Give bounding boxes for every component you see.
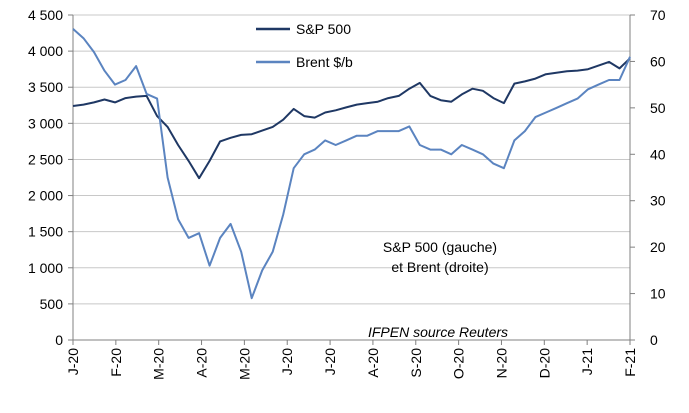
right-tick-label: 40	[650, 146, 666, 162]
x-tick-label: N-20	[493, 348, 509, 379]
right-tick-label: 30	[650, 193, 666, 209]
right-tick-label: 60	[650, 53, 666, 69]
right-axis-ticks: 0 10 20 30 40 50 60 70	[630, 7, 666, 348]
x-tick-label: J-20	[65, 348, 81, 375]
axes	[72, 15, 631, 341]
brent-line	[72, 28, 631, 300]
left-tick-label: 2 000	[28, 188, 63, 204]
chart-annotation: S&P 500 (gauche) et Brent (droite) IFPEN s…	[368, 239, 508, 340]
left-tick-label: 4 500	[28, 7, 63, 23]
left-tick-label: 1 500	[28, 224, 63, 240]
annotation-line: et Brent (droite)	[391, 259, 488, 275]
x-tick-label: M-20	[151, 348, 167, 380]
x-tick-label: O-20	[451, 348, 467, 379]
source-label: IFPEN source Reuters	[368, 324, 508, 340]
x-tick-label: F-21	[622, 348, 638, 377]
x-tick-label: A-20	[365, 348, 381, 378]
x-tick-label: S-20	[408, 348, 424, 378]
x-tick-label: D-20	[536, 348, 552, 379]
left-axis-ticks: 0 500 1 000 1 500 2 000 2 500 3 000 3 500 4 000 4…	[28, 7, 73, 348]
left-tick-label: 500	[40, 296, 64, 312]
x-tick-label: M-20	[236, 348, 252, 380]
series-lines	[72, 28, 631, 300]
annotation-line: S&P 500 (gauche)	[383, 239, 497, 255]
left-tick-label: 4 000	[28, 43, 63, 59]
right-tick-label: 50	[650, 100, 666, 116]
x-tick-label: A-20	[194, 348, 210, 378]
legend: S&P 500 Brent $/b	[256, 21, 353, 70]
x-axis-ticks: J-20 F-20 M-20 A-20 M-20 J-20 J-20 A-20 S-20 O-20…	[65, 340, 638, 380]
x-tick-label: F-20	[108, 348, 124, 377]
right-tick-label: 70	[650, 7, 666, 23]
sp500-line	[72, 57, 631, 180]
left-tick-label: 3 500	[28, 79, 63, 95]
right-tick-label: 20	[650, 239, 666, 255]
left-tick-label: 0	[55, 332, 63, 348]
legend-label-sp500: S&P 500	[296, 21, 351, 37]
x-tick-label: J-21	[579, 348, 595, 375]
left-tick-label: 3 000	[28, 115, 63, 131]
x-tick-label: J-20	[279, 348, 295, 375]
left-tick-label: 1 000	[28, 260, 63, 276]
right-tick-label: 0	[650, 332, 658, 348]
left-tick-label: 2 500	[28, 151, 63, 167]
right-tick-label: 10	[650, 286, 666, 302]
legend-label-brent: Brent $/b	[296, 54, 353, 70]
x-tick-label: J-20	[322, 348, 338, 375]
